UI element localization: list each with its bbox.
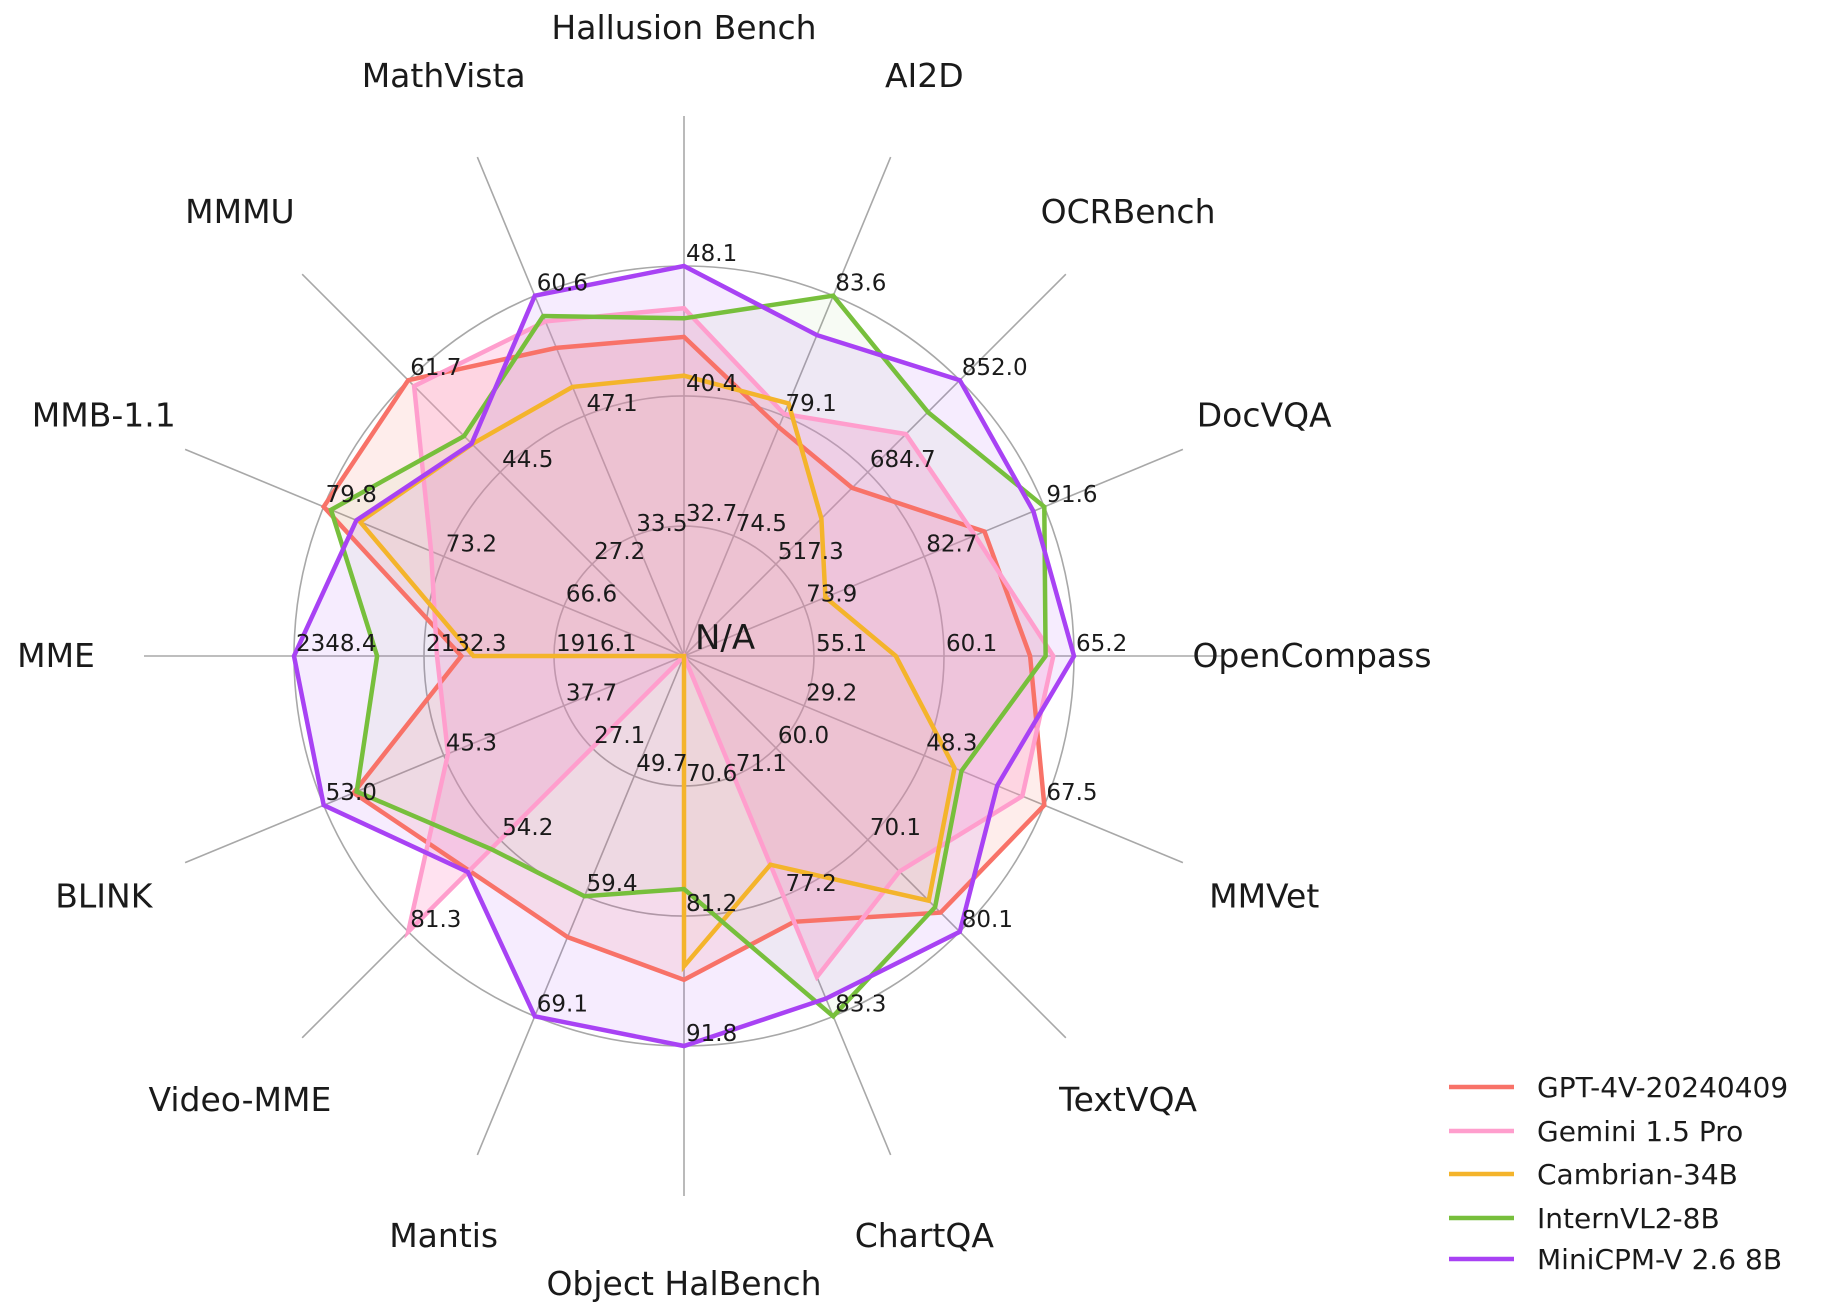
ring-label-7-1: 77.2 (786, 871, 837, 897)
ring-label-14-0: 27.2 (594, 539, 645, 565)
axis-label-mmvet: MMVet (1209, 876, 1319, 915)
ring-label-7-0: 71.1 (736, 751, 787, 777)
ring-label-4-2: 65.2 (1076, 631, 1127, 657)
ring-label-8-0: 70.6 (686, 761, 737, 787)
legend-item-3: InternVL2-8B (1449, 1202, 1720, 1235)
ring-label-5-1: 48.3 (926, 731, 977, 757)
series-fill-1 (408, 308, 1054, 977)
axis-label-blink: BLINK (55, 876, 153, 915)
series-polygons (291, 263, 1077, 1049)
ring-label-4-1: 60.1 (946, 631, 997, 657)
axis-label-opencompass: OpenCompass (1192, 636, 1431, 675)
ring-label-9-1: 59.4 (586, 871, 637, 897)
ring-label-2-0: 517.3 (778, 539, 844, 565)
ring-label-6-0: 60.0 (778, 723, 829, 749)
axis-label-hallusion-bench: Hallusion Bench (551, 8, 816, 47)
legend-label-0: GPT-4V-20240409 (1537, 1071, 1788, 1104)
legend-label-4: MiniCPM-V 2.6 8B (1537, 1243, 1782, 1276)
axis-spoke-2 (683, 273, 1067, 657)
ring-label-10-1: 54.2 (502, 815, 553, 841)
ring-label-4-0: 55.1 (816, 631, 867, 657)
ring-label-8-1: 81.2 (686, 891, 737, 917)
ring-label-9-0: 49.7 (636, 751, 687, 777)
series-fill-2 (360, 375, 955, 967)
ring-label-15-0: 33.5 (636, 511, 687, 537)
ring-label-1-2: 83.6 (835, 271, 886, 297)
axis-label-mathvista: MathVista (362, 56, 526, 95)
ring-label-9-2: 69.1 (537, 991, 588, 1017)
ring-label-2-1: 684.7 (870, 447, 936, 473)
axis-label-mantis: Mantis (389, 1216, 498, 1255)
ring-label-14-1: 44.5 (502, 447, 553, 473)
series-line-0 (320, 334, 1047, 983)
ring-label-6-1: 70.1 (870, 815, 921, 841)
axis-label-chartqa: ChartQA (855, 1216, 995, 1255)
series-line-1 (404, 305, 1056, 982)
ring-label-11-0: 37.7 (566, 681, 617, 707)
ring-label-5-0: 29.2 (806, 681, 857, 707)
ring-label-13-0: 66.6 (566, 581, 617, 607)
ring-labels: 32.7 40.4 48.1 74.5 79.1 83.6 517.3 684.7 852.0 7… (296, 241, 1127, 1047)
ring-label-11-2: 53.0 (326, 780, 377, 806)
axis-spoke-13 (184, 448, 685, 657)
ring-label-15-1: 47.1 (586, 391, 637, 417)
ring-label-12-2: 2348.4 (296, 631, 376, 657)
series-line-3 (328, 293, 1048, 1020)
axis-label-ocrbench: OCRBench (1041, 192, 1216, 231)
axis-label-textvqa: TextVQA (1058, 1080, 1197, 1119)
ring-label-2-2: 852.0 (962, 355, 1028, 381)
legend: GPT-4V-20240409 Gemini 1.5 Pro Cambrian-34… (1449, 1071, 1788, 1276)
ring-label-12-1: 2132.3 (426, 631, 506, 657)
legend-item-2: Cambrian-34B (1449, 1158, 1738, 1191)
legend-label-1: Gemini 1.5 Pro (1537, 1115, 1743, 1148)
ring-label-10-0: 27.1 (594, 723, 645, 749)
axis-label-object-halbench: Object HalBench (546, 1264, 821, 1303)
ring-label-12-0: 1916.1 (556, 631, 636, 657)
axis-label-ai2d: AI2D (885, 56, 964, 95)
legend-item-1: Gemini 1.5 Pro (1449, 1115, 1743, 1148)
ring-label-0-1: 40.4 (686, 371, 737, 397)
axis-spoke-6 (683, 655, 1067, 1039)
ring-label-14-2: 61.7 (410, 355, 461, 381)
ring-label-6-2: 80.1 (962, 907, 1013, 933)
ring-label-3-0: 73.9 (806, 581, 857, 607)
ring-label-1-0: 74.5 (736, 511, 787, 537)
ring-label-11-1: 45.3 (446, 731, 497, 757)
ring-label-3-1: 82.7 (926, 531, 977, 557)
ring-label-8-2: 91.8 (686, 1021, 737, 1047)
ring-label-13-1: 73.2 (446, 531, 497, 557)
axis-spoke-5 (683, 655, 1184, 864)
center-na-label: N/A (695, 618, 755, 658)
ring-label-10-2: 81.3 (410, 907, 461, 933)
axis-spoke-3 (683, 448, 1184, 657)
ring-label-0-2: 48.1 (686, 241, 737, 267)
ring-label-1-1: 79.1 (786, 391, 837, 417)
legend-label-3: InternVL2-8B (1537, 1202, 1720, 1235)
axis-label-docvqa: DocVQA (1197, 396, 1332, 435)
series-line-4 (291, 263, 1077, 1049)
ring-label-0-0: 32.7 (686, 501, 737, 527)
axis-spoke-14 (301, 273, 685, 657)
legend-label-2: Cambrian-34B (1537, 1158, 1738, 1191)
ring-label-3-2: 91.6 (1046, 482, 1097, 508)
ring-label-7-2: 83.3 (835, 991, 886, 1017)
series-fill-3 (331, 295, 1046, 1017)
axis-label-mmb-1-1: MMB-1.1 (32, 396, 176, 435)
legend-item-4: MiniCPM-V 2.6 8B (1449, 1243, 1782, 1276)
axis-spoke-15 (476, 156, 685, 657)
legend-item-0: GPT-4V-20240409 (1449, 1071, 1788, 1104)
ring-label-5-2: 67.5 (1046, 780, 1097, 806)
axis-label-mmmu: MMMU (185, 192, 295, 231)
axis-spoke-9 (476, 655, 685, 1156)
ring-label-15-2: 60.6 (537, 271, 588, 297)
axis-label-video-mme: Video-MME (149, 1080, 332, 1119)
ring-label-13-2: 79.8 (326, 482, 377, 508)
axis-label-mme: MME (17, 636, 95, 675)
axis-spoke-11 (184, 655, 685, 864)
